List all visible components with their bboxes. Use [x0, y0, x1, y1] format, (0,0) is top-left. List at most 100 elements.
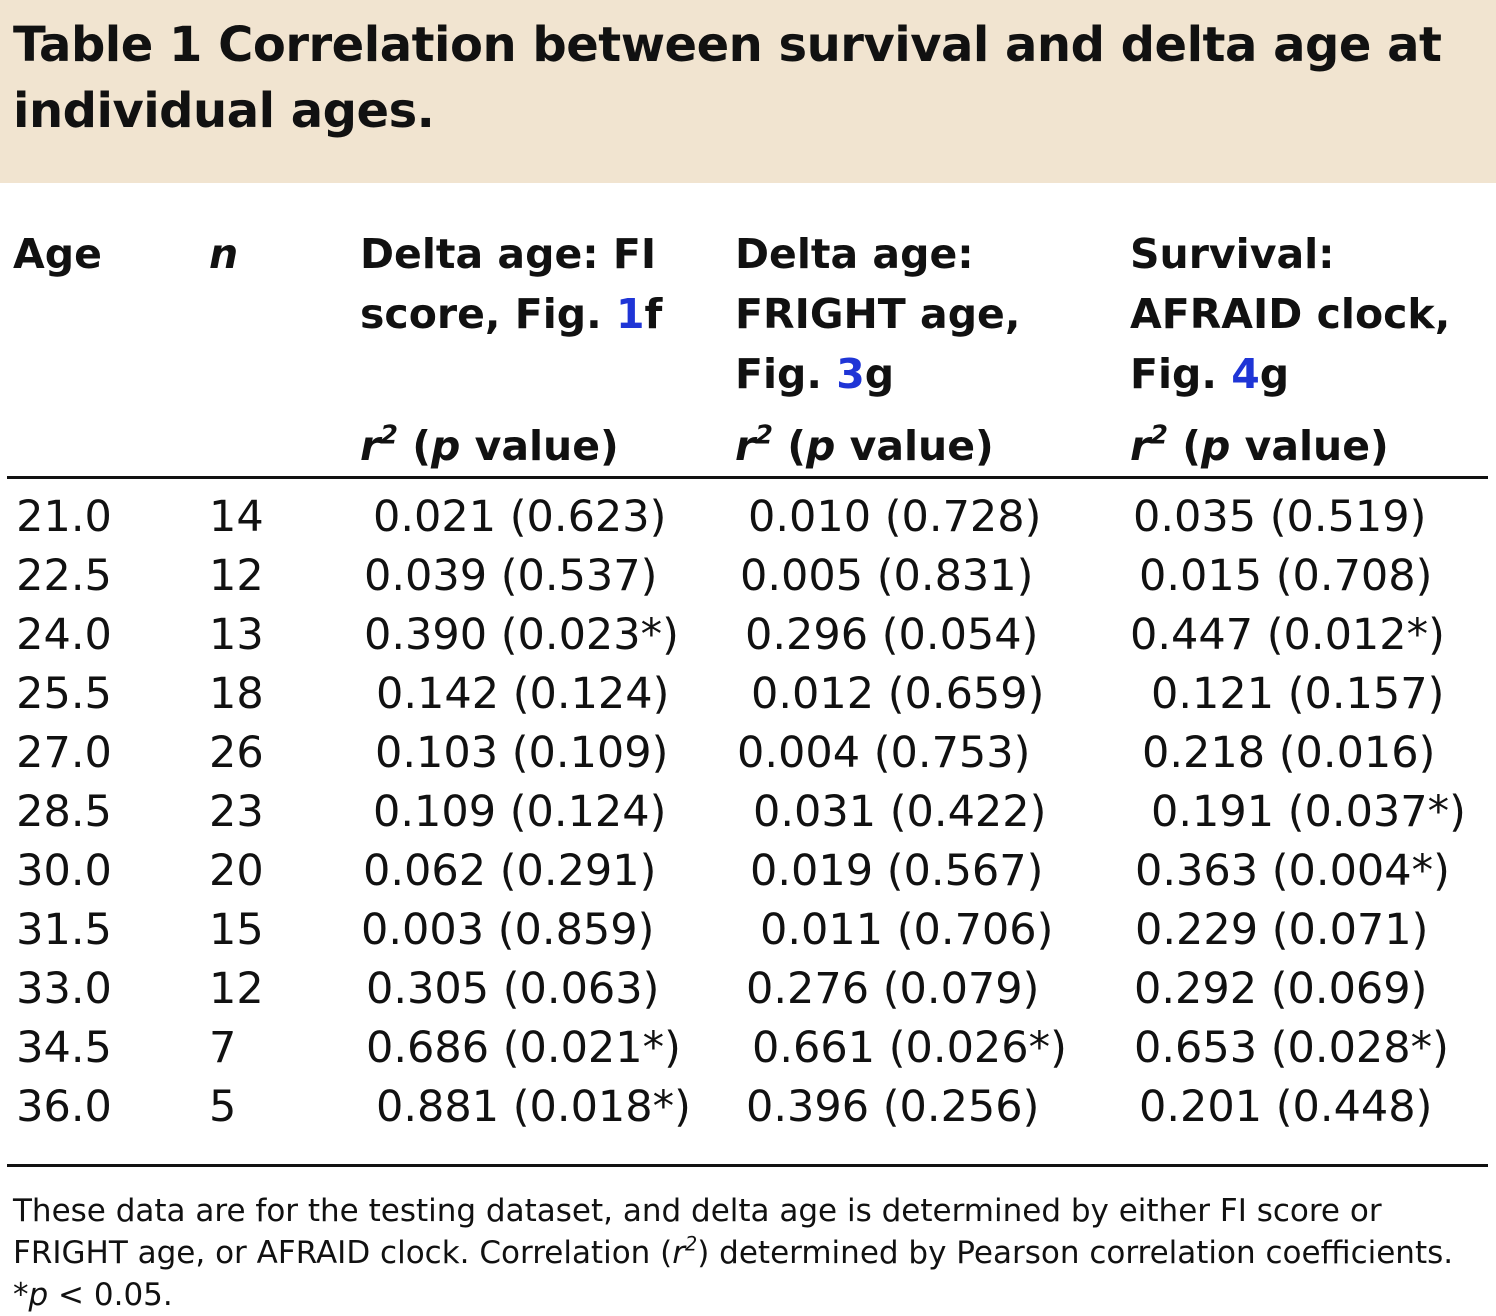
- header-fright-line3-text: Fig.: [735, 350, 837, 398]
- r-squared-symbol: r2: [1130, 419, 1168, 470]
- cell-n: 12: [209, 551, 264, 601]
- cell-fright: 0.396 (0.256): [746, 1082, 1040, 1132]
- header-n: n: [209, 224, 238, 284]
- cell-afraid: 0.035 (0.519): [1133, 492, 1427, 542]
- cell-fi: 0.103 (0.109): [375, 728, 669, 778]
- cell-age: 27.0: [16, 728, 112, 778]
- cell-n: 15: [209, 905, 264, 955]
- cell-n: 7: [209, 1023, 237, 1073]
- cell-fi: 0.390 (0.023*): [364, 610, 679, 660]
- cell-fi: 0.062 (0.291): [363, 846, 657, 896]
- footnote-text-3: < 0.05.: [48, 1277, 173, 1313]
- cell-age: 22.5: [16, 551, 112, 601]
- header-afraid-stat: r2 (p value): [1130, 416, 1389, 476]
- table-bottom-rule: [7, 1164, 1488, 1167]
- table-row: 31.5 15 0.003 (0.859) 0.011 (0.706) 0.22…: [0, 901, 1496, 960]
- cell-afraid: 0.653 (0.028*): [1134, 1023, 1449, 1073]
- title-band: Table 1 Correlation between survival and…: [0, 0, 1496, 183]
- table-footnote: These data are for the testing dataset, …: [13, 1190, 1483, 1316]
- cell-n: 20: [209, 846, 264, 896]
- header-age: Age: [13, 224, 102, 284]
- table-row: 25.5 18 0.142 (0.124) 0.012 (0.659) 0.12…: [0, 665, 1496, 724]
- cell-fright: 0.031 (0.422): [753, 787, 1047, 837]
- header-fright-stat: r2 (p value): [735, 416, 994, 476]
- figure-3-link[interactable]: 3: [836, 350, 865, 398]
- cell-n: 18: [209, 669, 264, 719]
- table-row: 24.0 13 0.390 (0.023*) 0.296 (0.054) 0.4…: [0, 606, 1496, 665]
- header-fright-line1: Delta age:: [735, 230, 974, 278]
- cell-fright: 0.276 (0.079): [746, 964, 1040, 1014]
- table-row: 30.0 20 0.062 (0.291) 0.019 (0.567) 0.36…: [0, 842, 1496, 901]
- cell-fi: 0.003 (0.859): [361, 905, 655, 955]
- cell-age: 24.0: [16, 610, 112, 660]
- cell-fi: 0.109 (0.124): [373, 787, 667, 837]
- cell-age: 30.0: [16, 846, 112, 896]
- p-symbol: p: [28, 1277, 49, 1313]
- cell-fi: 0.686 (0.021*): [366, 1023, 681, 1073]
- header-afraid-fig-suffix: g: [1259, 350, 1290, 398]
- header-fi-line2: score, Fig. 1f: [360, 284, 662, 344]
- cell-fi: 0.142 (0.124): [376, 669, 670, 719]
- header-fi-line2-text: score, Fig.: [360, 290, 617, 338]
- cell-fi: 0.039 (0.537): [364, 551, 658, 601]
- r-squared-symbol: r2: [360, 419, 398, 470]
- r-squared-symbol: r2: [735, 419, 773, 470]
- table-row: 27.0 26 0.103 (0.109) 0.004 (0.753) 0.21…: [0, 724, 1496, 783]
- cell-fright: 0.296 (0.054): [745, 610, 1039, 660]
- cell-afraid: 0.229 (0.071): [1135, 905, 1429, 955]
- cell-age: 25.5: [16, 669, 112, 719]
- header-n-label: n: [209, 230, 239, 278]
- cell-n: 5: [209, 1082, 237, 1132]
- header-afraid-line3-text: Fig.: [1130, 350, 1232, 398]
- table-row: 21.0 14 0.021 (0.623) 0.010 (0.728) 0.03…: [0, 488, 1496, 547]
- cell-n: 13: [209, 610, 264, 660]
- header-fi-stat-text: (p value): [412, 422, 619, 470]
- cell-afraid: 0.363 (0.004*): [1135, 846, 1450, 896]
- cell-n: 14: [209, 492, 264, 542]
- cell-fi: 0.881 (0.018*): [376, 1082, 691, 1132]
- cell-fright: 0.661 (0.026*): [752, 1023, 1067, 1073]
- cell-fright: 0.004 (0.753): [737, 728, 1031, 778]
- cell-fright: 0.012 (0.659): [751, 669, 1045, 719]
- header-age-label: Age: [13, 230, 102, 278]
- header-fright-fig-suffix: g: [864, 350, 895, 398]
- cell-afraid: 0.292 (0.069): [1134, 964, 1428, 1014]
- cell-afraid: 0.121 (0.157): [1151, 669, 1445, 719]
- header-fright-line2: FRIGHT age,: [735, 290, 1021, 338]
- cell-afraid: 0.447 (0.012*): [1130, 610, 1445, 660]
- cell-fright: 0.005 (0.831): [740, 551, 1034, 601]
- cell-age: 36.0: [16, 1082, 112, 1132]
- cell-age: 31.5: [16, 905, 112, 955]
- figure-1-link[interactable]: 1: [616, 290, 645, 338]
- cell-afraid: 0.015 (0.708): [1139, 551, 1433, 601]
- table-title: Table 1 Correlation between survival and…: [13, 17, 1442, 139]
- header-afraid-stat-text: (p value): [1182, 422, 1389, 470]
- cell-n: 12: [209, 964, 264, 1014]
- table-row: 33.0 12 0.305 (0.063) 0.276 (0.079) 0.29…: [0, 960, 1496, 1019]
- table-row: 36.0 5 0.881 (0.018*) 0.396 (0.256) 0.20…: [0, 1078, 1496, 1137]
- figure-4-link[interactable]: 4: [1231, 350, 1260, 398]
- cell-afraid: 0.201 (0.448): [1139, 1082, 1433, 1132]
- cell-fright: 0.010 (0.728): [748, 492, 1042, 542]
- cell-age: 28.5: [16, 787, 112, 837]
- header-fi-fig-suffix: f: [644, 290, 663, 338]
- table-row: 28.5 23 0.109 (0.124) 0.031 (0.422) 0.19…: [0, 783, 1496, 842]
- cell-n: 26: [209, 728, 264, 778]
- header-fright-stat-text: (p value): [787, 422, 994, 470]
- footnote-text-1: These data are for the testing dataset, …: [13, 1193, 1382, 1271]
- r-squared-symbol: r2: [672, 1232, 698, 1271]
- header-fi-stat: r2 (p value): [360, 416, 619, 476]
- cell-age: 33.0: [16, 964, 112, 1014]
- cell-fi: 0.021 (0.623): [373, 492, 667, 542]
- table-row: 22.5 12 0.039 (0.537) 0.005 (0.831) 0.01…: [0, 547, 1496, 606]
- cell-n: 23: [209, 787, 264, 837]
- cell-fright: 0.019 (0.567): [750, 846, 1044, 896]
- cell-age: 34.5: [16, 1023, 112, 1073]
- header-afraid-line3: Fig. 4g: [1130, 344, 1289, 404]
- cell-fi: 0.305 (0.063): [366, 964, 660, 1014]
- cell-fright: 0.011 (0.706): [760, 905, 1054, 955]
- cell-afraid: 0.191 (0.037*): [1151, 787, 1466, 837]
- cell-age: 21.0: [16, 492, 112, 542]
- header-fright-line3: Fig. 3g: [735, 344, 894, 404]
- header-afraid-line2: AFRAID clock,: [1130, 290, 1451, 338]
